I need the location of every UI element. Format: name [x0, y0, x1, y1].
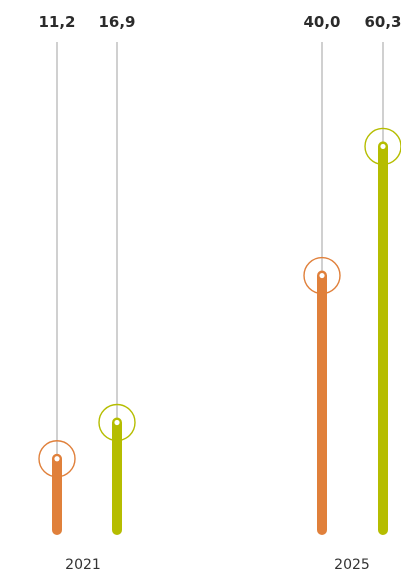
dot-2025-0 [319, 272, 325, 279]
value-label-2025-0: 40,0 [303, 13, 340, 31]
dot-2021-1 [114, 419, 120, 426]
dot-2021-0 [54, 456, 60, 462]
value-label-2021-0: 11,2 [38, 13, 75, 31]
value-label-2025-1: 60,3 [364, 13, 401, 31]
ring-2021-1 [98, 403, 136, 442]
value-label-2021-1: 16,9 [98, 13, 135, 31]
ring-2025-1 [364, 127, 401, 166]
dot-2025-1 [380, 143, 386, 150]
ring-2021-0 [38, 440, 76, 478]
category-label-2021: 2021 [65, 557, 101, 572]
category-label-2025: 2025 [334, 557, 370, 572]
ring-2025-0 [303, 256, 341, 295]
